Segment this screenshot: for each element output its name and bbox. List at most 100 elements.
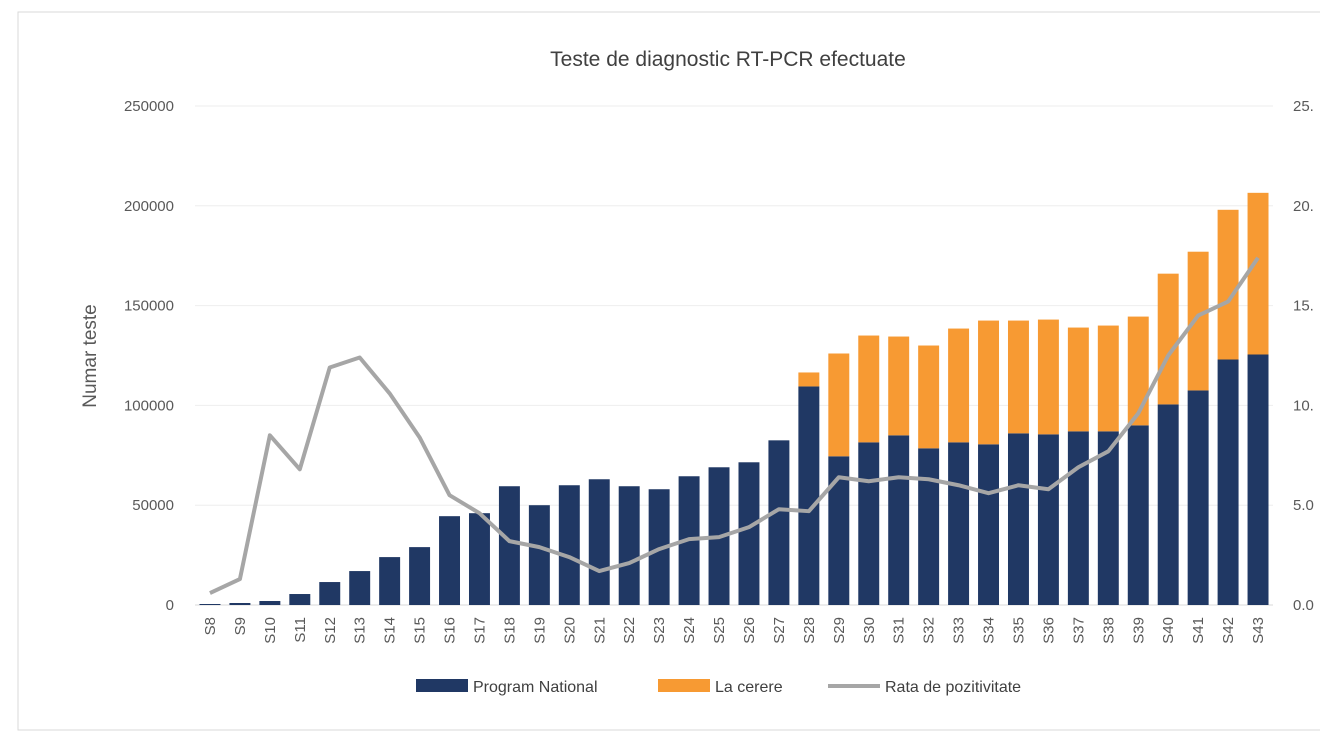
x-tick-label: S37 [1070, 617, 1087, 644]
x-tick-label: S20 [561, 617, 578, 644]
x-tick-label: S15 [412, 617, 429, 644]
y-tick-label: 250000 [124, 98, 174, 115]
bar-la-cerere [1247, 192, 1269, 355]
x-tick-label: S38 [1100, 617, 1117, 644]
bar-program-national [828, 456, 850, 605]
line-rata-de-pozitivitate [209, 256, 1260, 595]
x-tick-label: S27 [771, 617, 788, 644]
x-tick-label: S23 [651, 617, 668, 644]
x-tick-label: S39 [1130, 617, 1147, 644]
bar-program-national [1247, 354, 1269, 605]
legend-item: Program National [416, 679, 598, 696]
y-right-tick-label: 10. [1293, 397, 1314, 414]
bar-program-national [1097, 431, 1119, 605]
bar-program-national [558, 485, 580, 605]
bar-la-cerere [1067, 327, 1089, 432]
bar-la-cerere [828, 353, 850, 457]
legend-swatch [658, 679, 710, 692]
bar-la-cerere [948, 328, 970, 443]
x-tick-label: S33 [951, 617, 968, 644]
x-tick-label: S25 [711, 617, 728, 644]
legend-label: Rata de pozitivitate [885, 679, 1021, 696]
bar-program-national [798, 386, 820, 605]
bar-program-national [259, 601, 281, 605]
x-tick-label: S42 [1220, 617, 1237, 644]
bar-la-cerere [1097, 325, 1119, 432]
x-tick-label: S18 [501, 617, 518, 644]
legend-label: Program National [473, 679, 598, 696]
legend-swatch [416, 679, 468, 692]
bar-program-national [768, 440, 790, 605]
x-tick-label: S26 [741, 617, 758, 644]
y-right-tick-label: 15. [1293, 298, 1314, 315]
y-tick-label: 0 [166, 597, 174, 614]
x-tick-label: S14 [382, 617, 399, 644]
x-tick-label: S41 [1190, 617, 1207, 644]
x-tick-label: S35 [1010, 617, 1027, 644]
bar-program-national [948, 442, 970, 605]
bar-la-cerere [1217, 209, 1239, 360]
x-tick-label: S8 [202, 617, 219, 635]
bar-la-cerere [1037, 319, 1059, 435]
y-tick-label: 50000 [132, 497, 174, 514]
legend-item: Rata de pozitivitate [828, 679, 1021, 696]
x-tick-label: S16 [442, 617, 459, 644]
bar-program-national [409, 547, 431, 605]
chart-title: Teste de diagnostic RT-PCR efectuate [550, 48, 906, 71]
legend-label: La cerere [715, 679, 783, 696]
bar-program-national [468, 513, 490, 605]
bar-program-national [1217, 359, 1239, 605]
bar-program-national [1007, 433, 1029, 605]
y-right-tick-label: 25. [1293, 98, 1314, 115]
bar-program-national [349, 571, 371, 605]
bar-program-national [918, 448, 940, 605]
bar-program-national [858, 442, 880, 605]
bar-program-national [199, 604, 221, 605]
bar-program-national [1127, 425, 1149, 605]
x-tick-label: S13 [352, 617, 369, 644]
y-right-tick-label: 20. [1293, 198, 1314, 215]
y-right-tick-label: 5.0 [1293, 497, 1314, 514]
x-tick-label: S19 [531, 617, 548, 644]
bar-la-cerere [978, 320, 1000, 445]
x-tick-label: S21 [591, 617, 608, 644]
x-tick-label: S29 [831, 617, 848, 644]
bar-la-cerere [1127, 316, 1149, 426]
bar-la-cerere [798, 372, 820, 387]
bar-program-national [978, 444, 1000, 605]
x-tick-label: S10 [262, 617, 279, 644]
x-tick-label: S36 [1040, 617, 1057, 644]
bar-program-national [319, 582, 341, 605]
y-tick-label: 200000 [124, 198, 174, 215]
x-tick-label: S17 [471, 617, 488, 644]
x-tick-label: S9 [232, 617, 249, 635]
y-axis-label: Numar teste [80, 304, 101, 407]
x-tick-label: S28 [801, 617, 818, 644]
x-tick-label: S32 [921, 617, 938, 644]
x-tick-label: S11 [292, 617, 309, 643]
bar-program-national [738, 462, 760, 605]
bar-program-national [528, 505, 550, 605]
bar-la-cerere [1007, 320, 1029, 434]
x-tick-label: S22 [621, 617, 638, 644]
bar-la-cerere [918, 345, 940, 449]
x-tick-label: S12 [322, 617, 339, 644]
y-tick-label: 150000 [124, 298, 174, 315]
bar-program-national [229, 603, 251, 605]
x-tick-label: S31 [891, 617, 908, 644]
bar-program-national [888, 435, 910, 605]
bar-program-national [618, 486, 640, 605]
x-tick-label: S43 [1250, 617, 1267, 644]
bar-la-cerere [858, 335, 880, 443]
bar-program-national [1157, 404, 1179, 605]
bar-la-cerere [888, 336, 910, 436]
bar-program-national [498, 486, 520, 605]
bar-program-national [1037, 434, 1059, 605]
bar-program-national [588, 479, 610, 605]
x-tick-label: S24 [681, 617, 698, 644]
bar-program-national [289, 594, 311, 605]
bar-program-national [379, 557, 401, 605]
bar-program-national [1067, 431, 1089, 605]
bar-program-national [1187, 390, 1209, 605]
